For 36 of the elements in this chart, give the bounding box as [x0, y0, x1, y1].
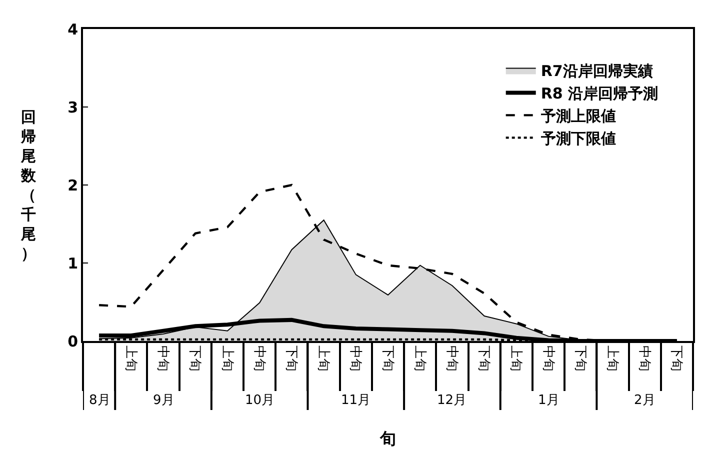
x-tick-label: 下旬 [668, 346, 684, 372]
x-tick-label: 上旬 [316, 346, 331, 372]
y-axis-title: 回帰尾数（千尾） [20, 108, 37, 262]
text: 1月 [538, 393, 560, 408]
text: 11月 [341, 393, 371, 408]
x-tick-label: 上旬 [412, 346, 427, 372]
text: 8月 [89, 393, 110, 408]
y-tick-label: 0 [68, 332, 78, 350]
x-tick-label: 下旬 [187, 346, 202, 372]
x-tick-label: 下旬 [283, 346, 298, 372]
y-tick-label: 4 [68, 20, 78, 38]
x-axis-title: 旬 [379, 428, 396, 448]
legend-label: 予測上限値 [540, 107, 616, 126]
y-tick-label: 3 [68, 98, 78, 116]
legend-label: 予測下限値 [540, 130, 616, 148]
text: 2月 [634, 393, 656, 408]
x-tick-label: 上旬 [508, 346, 524, 372]
x-tick-label: 中旬 [444, 346, 459, 372]
x-tick-label: 上旬 [122, 346, 138, 372]
legend-label: R8 沿岸回帰予測 [540, 84, 658, 103]
x-tick-label: 上旬 [219, 346, 234, 372]
x-tick-label: 下旬 [572, 346, 588, 372]
y-tick-label: 2 [68, 176, 78, 194]
legend-label: R7沿岸回帰実績 [540, 62, 653, 80]
text: 12月 [437, 393, 467, 408]
x-tick-label: 上旬 [604, 346, 620, 372]
x-tick-label: 下旬 [476, 346, 492, 372]
text: 9月 [153, 393, 174, 408]
x-tick-label: 中旬 [348, 346, 363, 372]
x-tick-label: 中旬 [636, 346, 652, 372]
x-tick-label: 下旬 [380, 346, 395, 372]
x-tick-label: 中旬 [251, 346, 266, 372]
y-tick-label: 1 [68, 254, 78, 272]
x-tick-label: 中旬 [155, 346, 170, 372]
text: 10月 [245, 393, 275, 408]
x-tick-label: 中旬 [540, 346, 556, 372]
